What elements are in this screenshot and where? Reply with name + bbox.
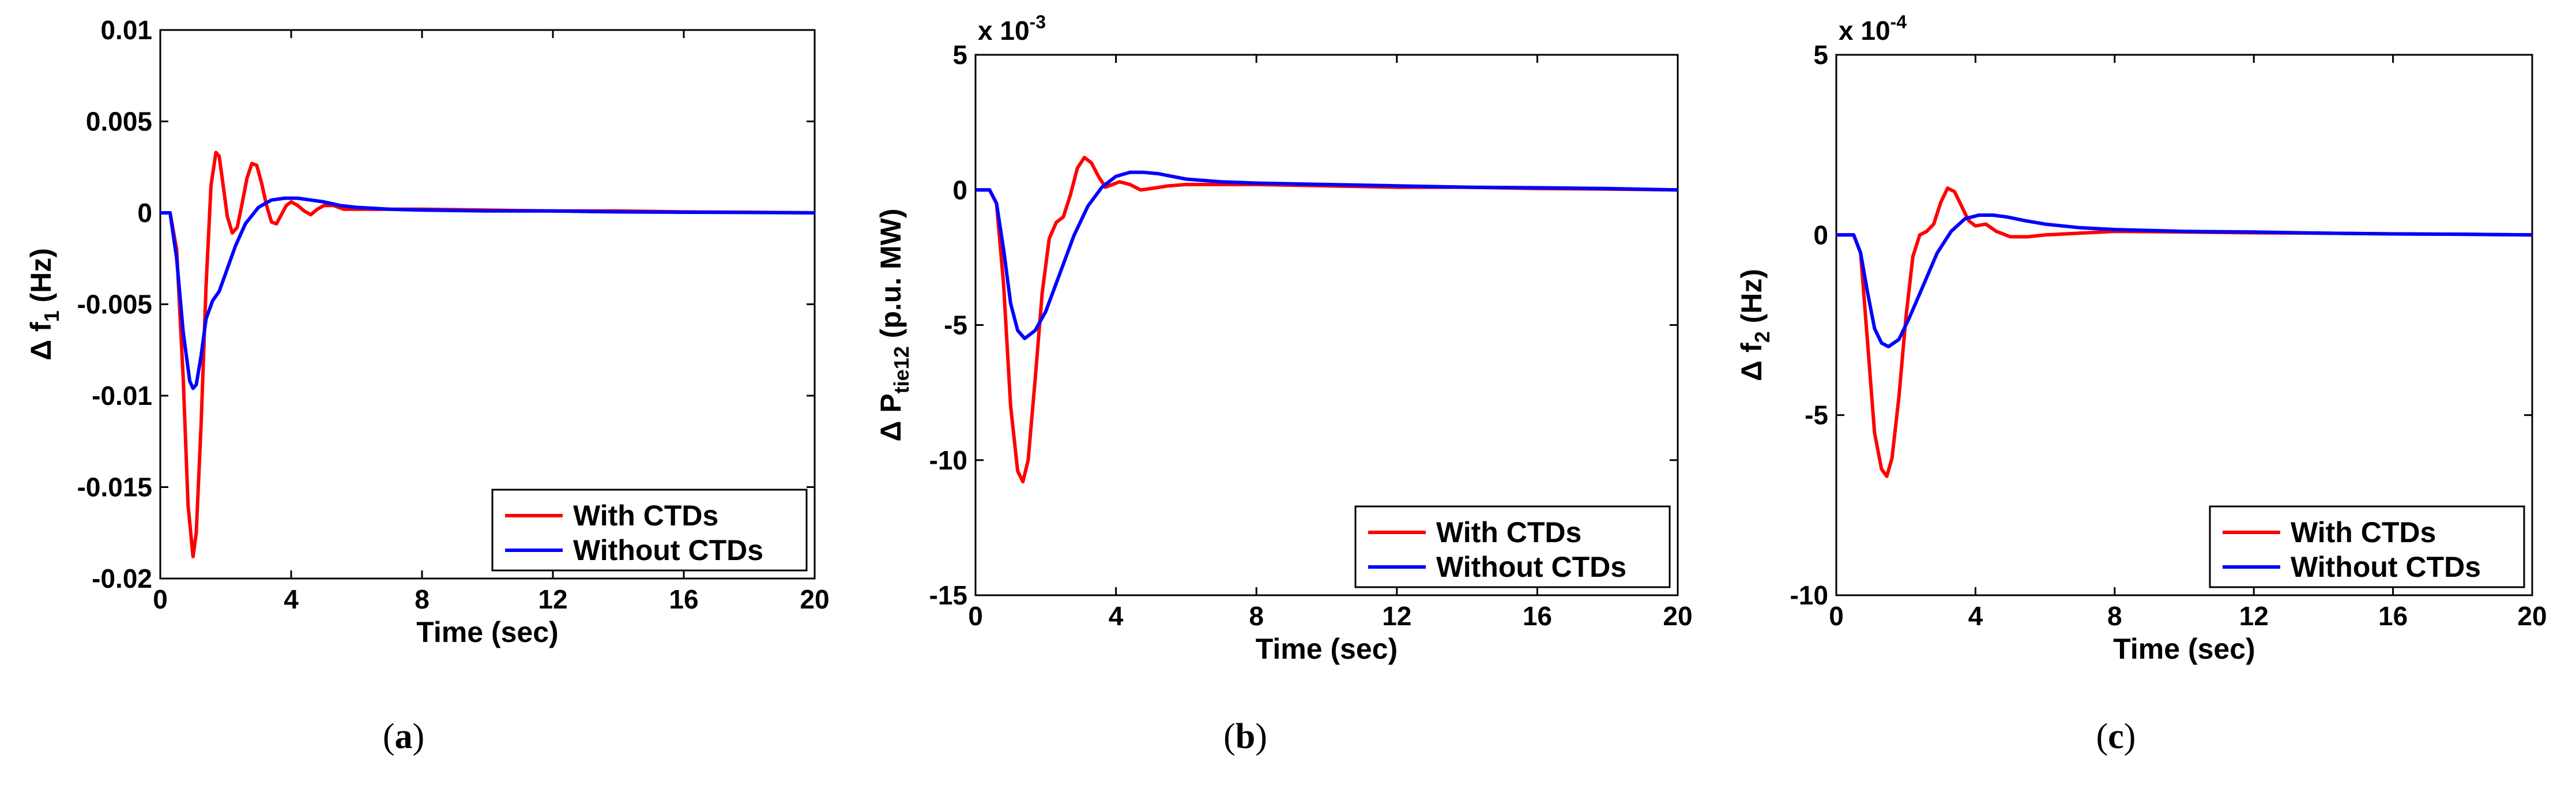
y-exponent: x 10-4 bbox=[1839, 12, 1907, 46]
x-tick-label: 12 bbox=[538, 584, 567, 614]
x-tick-label: 16 bbox=[669, 584, 698, 614]
legend-box bbox=[491, 489, 808, 572]
y-tick-label: -5 bbox=[1805, 400, 1828, 430]
chart-panel-a: 0 4 8 12 16 20 -0.02 -0.015 -0.01 -0.005 0 0.005 0.0… bbox=[25, 15, 830, 648]
y-tick-label: 5 bbox=[952, 40, 967, 70]
x-tick-label: 4 bbox=[1968, 601, 1983, 631]
x-tick-label: 0 bbox=[153, 584, 168, 614]
y-axis-label-main: Δ f bbox=[1735, 343, 1768, 381]
x-axis-label: Time (sec) bbox=[2113, 633, 2255, 665]
series-line-without-ctds bbox=[976, 170, 1678, 340]
panel-caption: (b) bbox=[1223, 717, 1267, 756]
panel-caption: (c) bbox=[2096, 717, 2136, 756]
series-line-with-ctds bbox=[976, 156, 1678, 484]
y-axis-label: Δ f2 (Hz) bbox=[1735, 269, 1774, 381]
y-axis-label-sub: 2 bbox=[1750, 331, 1774, 343]
series-line-without-ctds bbox=[1836, 213, 2532, 348]
chart-panel-b: 0 4 8 12 16 20 -15 -10 -5 0 5 x 10-3 Time (sec) Δ Pti… bbox=[875, 12, 1693, 665]
legend-box bbox=[1354, 505, 1671, 588]
x-tick-label: 12 bbox=[2239, 601, 2269, 631]
plot-frame bbox=[1835, 54, 2533, 596]
x-tick-label: 0 bbox=[1829, 601, 1844, 631]
y-tick-label: -10 bbox=[929, 445, 967, 475]
y-axis-label: Δ Ptie12 (p.u. MW) bbox=[875, 208, 913, 441]
y-axis-label-sub: tie12 bbox=[890, 346, 913, 393]
y-tick-label: -10 bbox=[1790, 580, 1828, 610]
x-tick-label: 8 bbox=[1249, 601, 1264, 631]
panel-caption-letter: a bbox=[395, 717, 413, 756]
series-line-without-ctds bbox=[160, 196, 815, 390]
legend-box bbox=[2209, 505, 2525, 588]
legend-label: With CTDs bbox=[2291, 516, 2436, 549]
panel-caption: (a) bbox=[383, 717, 424, 756]
y-tick-label: 0.01 bbox=[100, 15, 152, 45]
x-tick-label: 20 bbox=[1663, 601, 1692, 631]
legend-label: With CTDs bbox=[573, 499, 718, 532]
y-tick-label: 0.005 bbox=[86, 107, 152, 137]
x-tick-label: 16 bbox=[1523, 601, 1552, 631]
y-tick-label: 0 bbox=[137, 198, 152, 228]
y-exponent-base: x 10 bbox=[978, 16, 1030, 46]
y-tick-label: -0.02 bbox=[92, 564, 152, 594]
y-tick-label: 0 bbox=[1813, 220, 1828, 250]
y-axis-label-unit: (Hz) bbox=[25, 248, 57, 310]
y-tick-label: 0 bbox=[952, 175, 967, 205]
panel-caption-letter: c bbox=[2108, 717, 2124, 756]
y-axis-label-sub: 1 bbox=[40, 310, 63, 322]
chart-panel-c: 0 4 8 12 16 20 -10 -5 0 5 x 10-4 Time (sec) Δ f2 (Hz… bbox=[1735, 12, 2547, 665]
legend-label: Without CTDs bbox=[2291, 551, 2481, 583]
x-tick-label: 4 bbox=[284, 584, 299, 614]
x-tick-label: 0 bbox=[968, 601, 983, 631]
y-tick-label: -0.005 bbox=[77, 290, 152, 320]
legend-label: Without CTDs bbox=[1436, 551, 1626, 583]
legend-label: With CTDs bbox=[1436, 516, 1581, 549]
x-tick-label: 16 bbox=[2378, 601, 2408, 631]
y-tick-label: -5 bbox=[944, 310, 967, 340]
y-axis-label-main: Δ f bbox=[25, 322, 57, 360]
x-tick-label: 4 bbox=[1109, 601, 1124, 631]
x-tick-label: 12 bbox=[1382, 601, 1411, 631]
x-tick-label: 8 bbox=[415, 584, 430, 614]
y-exponent-power: -3 bbox=[1030, 12, 1046, 32]
x-tick-label: 20 bbox=[2517, 601, 2547, 631]
y-exponent-base: x 10 bbox=[1839, 16, 1890, 46]
y-axis-label: Δ f1 (Hz) bbox=[25, 248, 63, 360]
y-axis-label-unit: (p.u. MW) bbox=[875, 208, 907, 346]
x-tick-label: 20 bbox=[800, 584, 829, 614]
y-tick-label: -15 bbox=[929, 580, 967, 610]
x-tick-label: 8 bbox=[2107, 601, 2122, 631]
y-tick-label: 5 bbox=[1813, 40, 1828, 70]
y-axis-label-unit: (Hz) bbox=[1735, 269, 1768, 331]
y-axis-label-main: Δ P bbox=[875, 393, 907, 441]
y-tick-label: -0.01 bbox=[92, 381, 152, 411]
x-axis-label: Time (sec) bbox=[1256, 633, 1398, 665]
y-exponent: x 10-3 bbox=[978, 12, 1046, 46]
legend-label: Without CTDs bbox=[573, 534, 763, 566]
y-tick-label: -0.015 bbox=[77, 472, 152, 502]
panel-caption-letter: b bbox=[1236, 717, 1255, 756]
y-exponent-power: -4 bbox=[1890, 12, 1907, 32]
x-axis-label: Time (sec) bbox=[416, 616, 558, 648]
